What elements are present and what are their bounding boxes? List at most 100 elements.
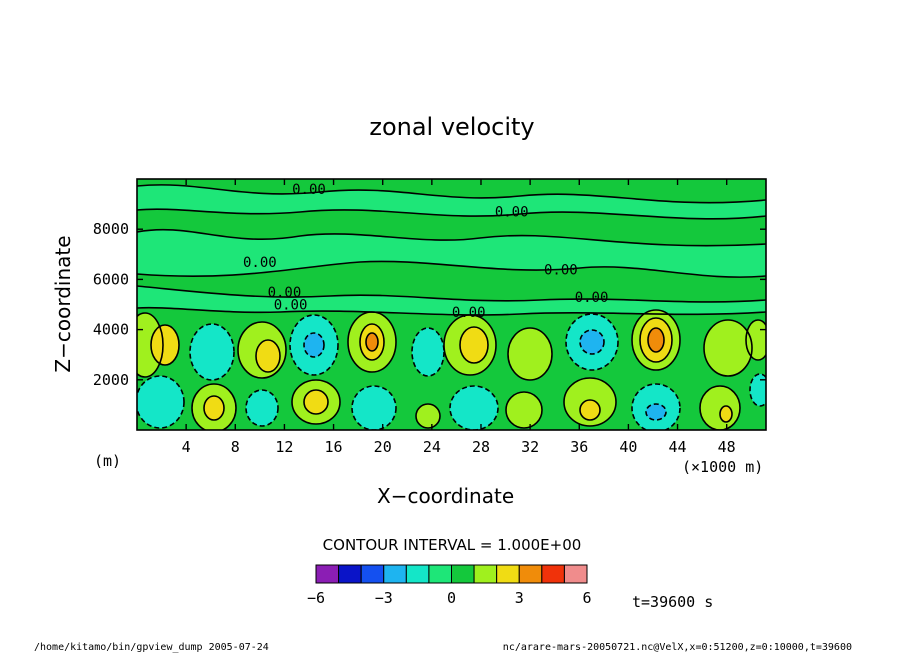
contour-label: 0.00 — [243, 255, 277, 271]
contour-line — [137, 285, 766, 303]
field-blob — [352, 386, 396, 430]
x-tick-label: 12 — [275, 438, 293, 456]
field-blob — [256, 340, 280, 372]
colorbar-swatch — [405, 564, 430, 584]
y-tick-label: 2000 — [93, 371, 129, 389]
field-blob — [416, 404, 440, 428]
contour-line — [137, 228, 766, 247]
field-blob — [151, 325, 179, 365]
contour-line — [137, 260, 766, 278]
colorbar-tick-label: 3 — [515, 589, 524, 607]
x-tick-label: 48 — [718, 438, 736, 456]
colorbar-tick-label: 6 — [582, 589, 591, 607]
colorbar-swatch — [496, 564, 520, 584]
contour-line — [245, 389, 279, 427]
x-tick-label: 44 — [669, 438, 687, 456]
contour-label: 0.00 — [292, 182, 326, 198]
contour-line — [137, 184, 766, 204]
field-blob — [304, 333, 324, 357]
contour-line — [505, 391, 543, 429]
y-unit-label: (m) — [94, 452, 121, 470]
field-blob — [646, 404, 666, 420]
contour-line — [351, 385, 397, 430]
colorbar-swatch — [541, 564, 565, 584]
footer-left: /home/kitamo/bin/gpview_dump 2005-07-24 — [34, 642, 269, 653]
contour-line — [289, 314, 339, 376]
field-blob — [204, 396, 224, 420]
contour-line — [459, 326, 489, 364]
colorbar-tick-label: −3 — [375, 589, 393, 607]
y-tick-label: 4000 — [93, 321, 129, 339]
field-blob — [750, 374, 766, 406]
x-axis-label: X−coordinate — [377, 484, 514, 508]
contour-line — [639, 317, 673, 363]
time-label: t=39600 s — [632, 593, 713, 611]
field-band — [137, 184, 766, 219]
contour-line — [303, 332, 325, 358]
contour-line — [579, 329, 605, 355]
contour-line — [137, 375, 185, 429]
x-tick-label: 32 — [521, 438, 539, 456]
contour-line — [255, 339, 281, 373]
field-band — [137, 286, 766, 315]
colorbar-swatch — [383, 564, 407, 584]
field-blob — [704, 320, 752, 376]
colorbar-tick-labels: −6 −3 0 3 6 — [307, 589, 592, 607]
field-blob — [246, 390, 278, 426]
contour-line — [347, 311, 397, 373]
y-tick-label: 8000 — [93, 220, 129, 238]
field-blob — [190, 324, 234, 380]
contour-line — [359, 323, 385, 361]
contour-line — [303, 389, 329, 415]
y-axis-ticks: 2000 4000 6000 8000 — [93, 220, 766, 389]
field-blob — [580, 330, 604, 354]
colorbar-swatch — [315, 564, 340, 584]
contour-bands — [137, 184, 766, 430]
contour-line — [443, 314, 497, 376]
contour-line — [647, 327, 665, 353]
colorbar-swatch — [451, 564, 475, 584]
field-blob — [304, 390, 328, 414]
contour-line — [565, 313, 619, 371]
contour-label: 0.00 — [495, 205, 529, 221]
colorbar-swatch — [428, 564, 452, 584]
contour-label: 0.00 — [544, 262, 578, 278]
contour-line — [365, 332, 379, 352]
field-blob — [460, 327, 488, 363]
colorbar — [315, 564, 588, 584]
contour-line — [699, 385, 741, 430]
colorbar-swatch — [360, 564, 385, 584]
x-tick-label: 16 — [325, 438, 343, 456]
x-tick-label: 40 — [619, 438, 637, 456]
field-blob — [720, 406, 732, 422]
field-blob — [648, 328, 664, 352]
colorbar-tick-label: −6 — [307, 589, 325, 607]
contour-line — [507, 327, 553, 381]
contour-label: 0.00 — [268, 285, 302, 301]
contour-line — [191, 383, 237, 430]
plot-frame — [136, 178, 767, 431]
chart-title: zonal velocity — [369, 113, 534, 141]
colorbar-swatch — [518, 564, 543, 584]
contour-line — [137, 312, 164, 378]
x-tick-label: 36 — [570, 438, 588, 456]
x-unit-label: (×1000 m) — [682, 458, 763, 476]
x-tick-label: 20 — [374, 438, 392, 456]
x-tick-label: 8 — [231, 438, 240, 456]
contour-line — [189, 323, 235, 381]
field-blob — [366, 333, 378, 351]
contour-line — [237, 321, 287, 379]
contour-label: 0.00 — [575, 290, 609, 306]
field-blob — [137, 376, 184, 428]
contour-line — [137, 208, 766, 220]
colorbar-tick-label: 0 — [447, 589, 456, 607]
x-tick-label: 4 — [182, 438, 191, 456]
contour-line — [645, 403, 667, 421]
field-blob — [412, 328, 444, 376]
x-tick-label: 24 — [423, 438, 441, 456]
contour-line — [203, 395, 225, 421]
colorbar-swatch — [563, 564, 588, 584]
field-blob — [580, 400, 600, 420]
contour-interval-text: CONTOUR INTERVAL = 1.000E+00 — [323, 536, 582, 554]
